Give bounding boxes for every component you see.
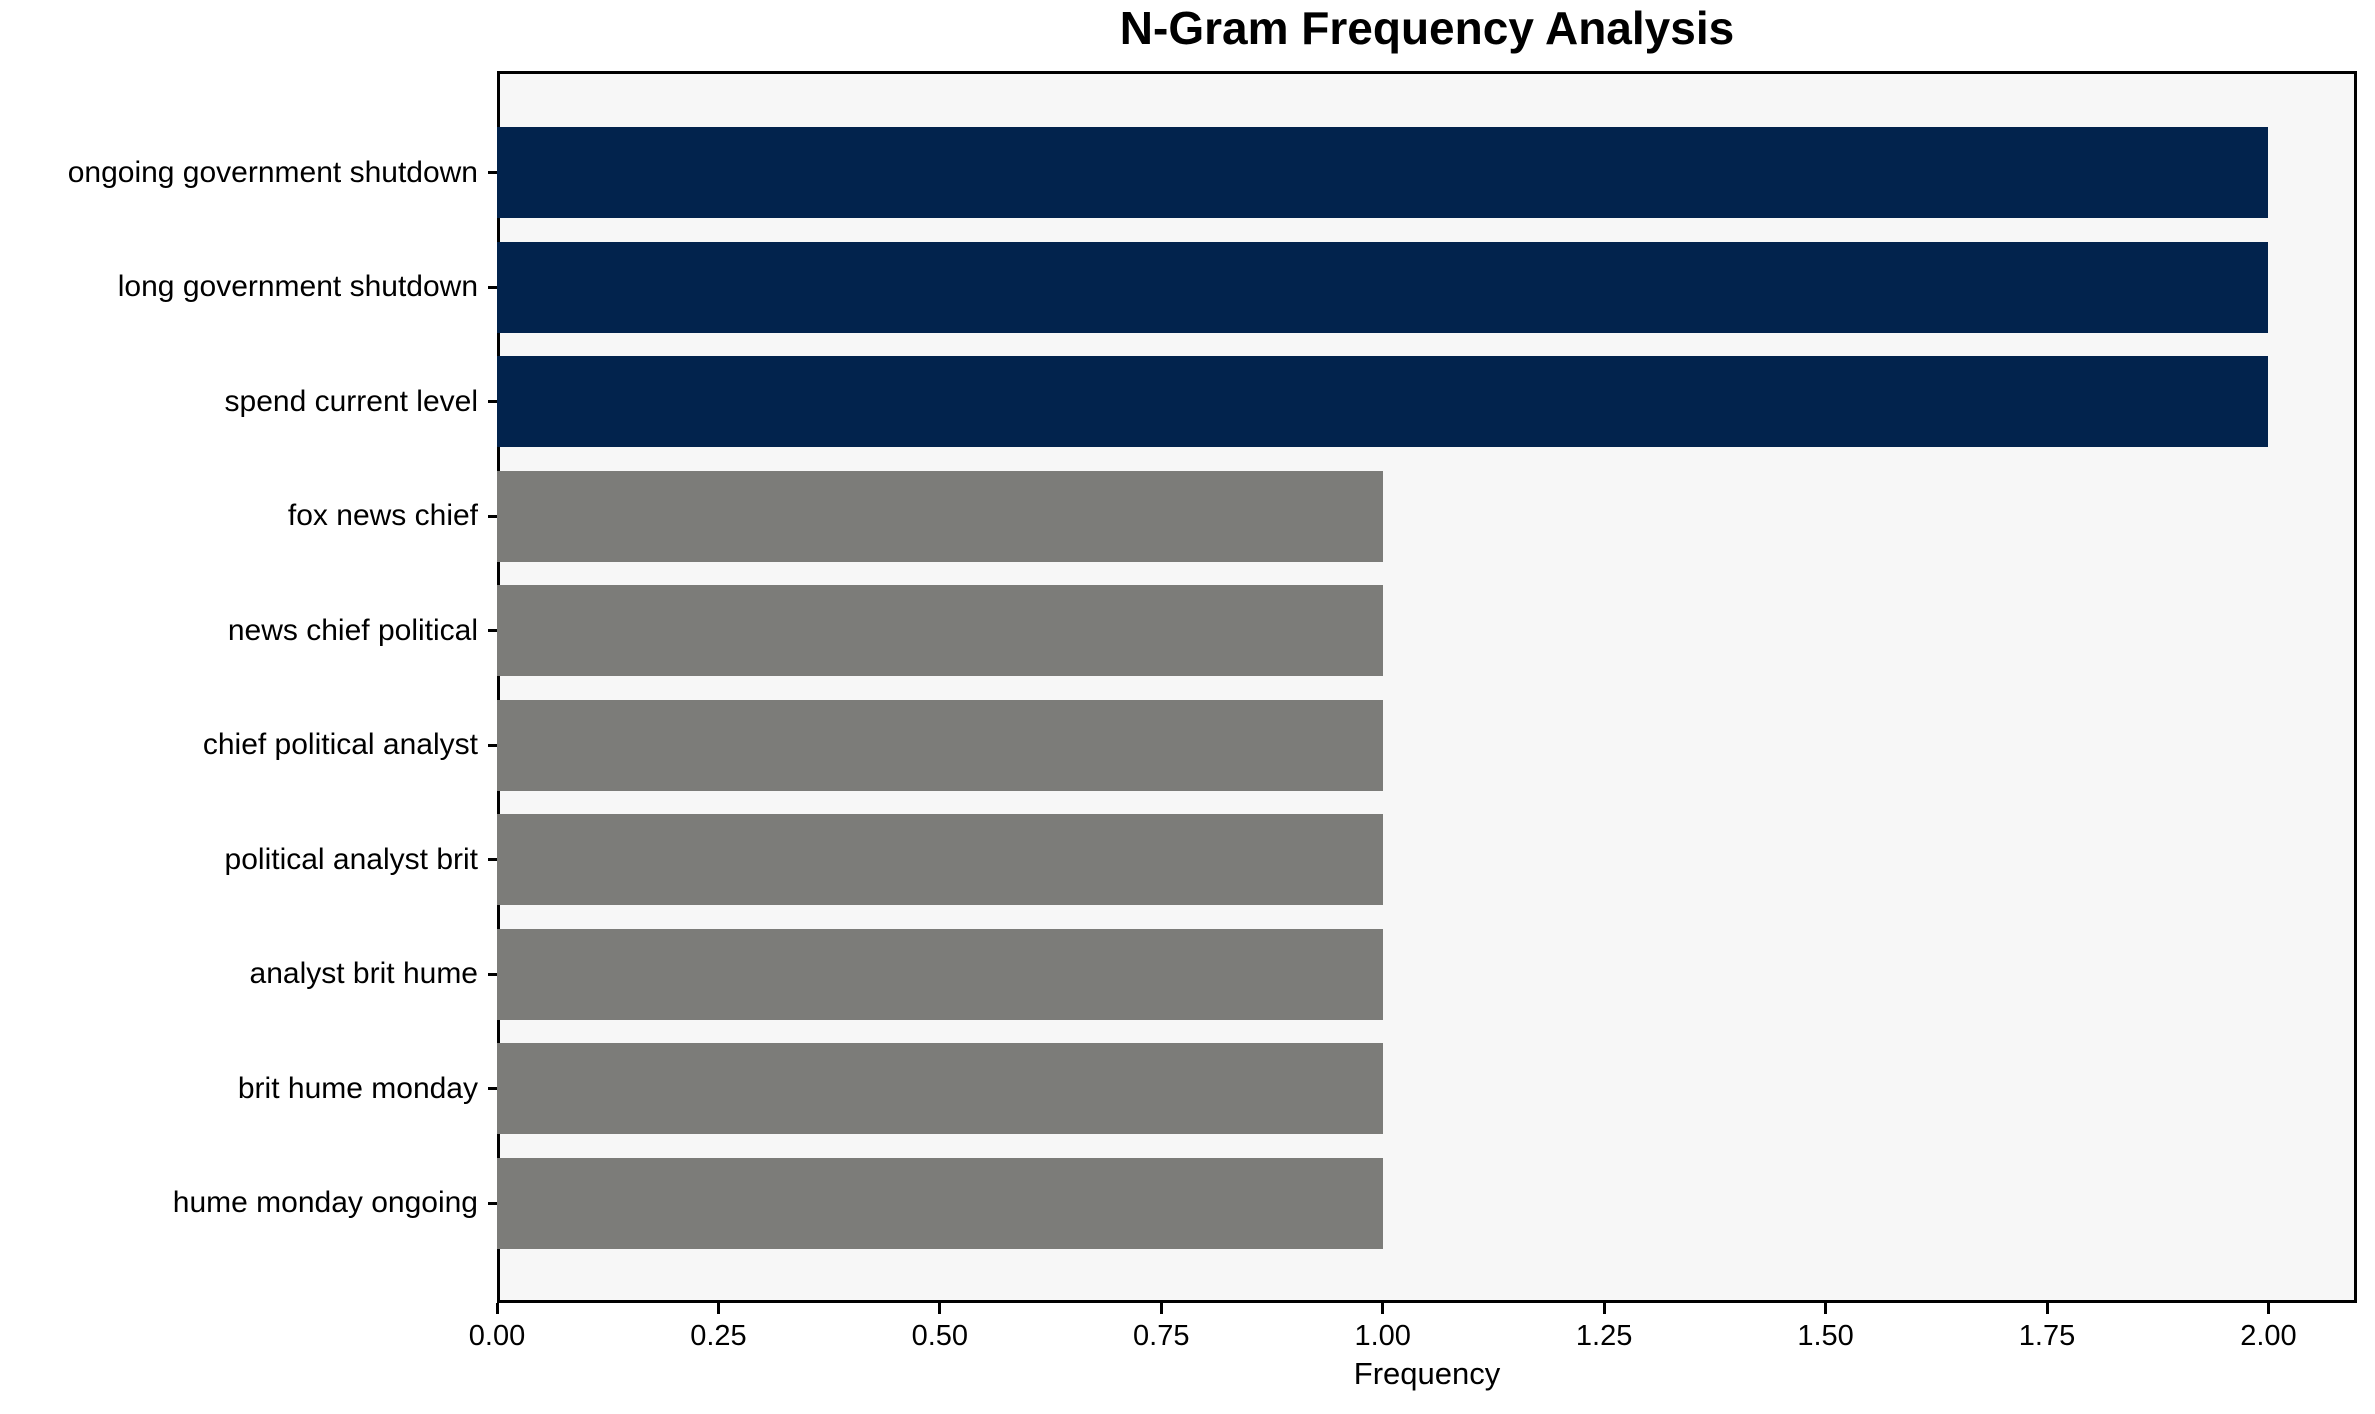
x-tick-mark — [2045, 1303, 2049, 1314]
y-tick-mark — [488, 858, 497, 861]
x-tick-mark — [938, 1303, 942, 1314]
bar — [497, 241, 2269, 333]
y-tick-mark — [488, 629, 497, 632]
bar — [497, 1043, 1383, 1134]
x-tick-mark — [1159, 1303, 1163, 1314]
x-tick-mark — [1824, 1303, 1828, 1314]
y-tick-mark — [488, 514, 497, 518]
x-tick-label: 1.75 — [2018, 1320, 2076, 1352]
y-tick-mark — [488, 1087, 497, 1090]
x-tick-label: 0.75 — [1133, 1320, 1190, 1352]
bar — [497, 1157, 1383, 1249]
x-tick-mark — [495, 1303, 499, 1314]
x-tick-mark — [716, 1303, 720, 1314]
y-tick-label: chief political analyst — [202, 728, 478, 761]
bar — [497, 127, 2269, 218]
y-tick-label: political analyst brit — [224, 842, 478, 876]
bar — [497, 928, 1383, 1020]
x-axis-label: Frequency — [1353, 1356, 1501, 1391]
y-tick-mark — [488, 171, 497, 174]
x-tick-mark — [1602, 1303, 1606, 1314]
bar — [497, 814, 1383, 905]
y-tick-mark — [488, 1201, 497, 1205]
bar — [497, 585, 1383, 676]
x-tick-label: 0.25 — [690, 1320, 747, 1352]
y-tick-mark — [488, 972, 497, 976]
chart-title: N-Gram Frequency Analysis — [1119, 2, 1735, 54]
y-tick-mark — [488, 400, 497, 403]
y-tick-label: brit hume monday — [237, 1071, 478, 1105]
x-tick-label: 1.50 — [1797, 1320, 1854, 1352]
x-tick-label: 1.00 — [1354, 1320, 1411, 1352]
x-tick-label: 0.50 — [911, 1320, 969, 1352]
x-tick-label: 2.00 — [2240, 1320, 2297, 1352]
y-tick-mark — [488, 743, 497, 747]
y-tick-label: ongoing government shutdown — [67, 155, 478, 189]
bar — [497, 356, 2269, 447]
y-tick-label: spend current level — [224, 384, 478, 418]
y-tick-label: long government shutdown — [117, 270, 478, 303]
x-tick-label: 1.25 — [1575, 1320, 1633, 1352]
y-tick-label: news chief political — [227, 613, 478, 647]
x-tick-label: 0.00 — [468, 1320, 526, 1352]
bar — [497, 470, 1383, 562]
y-tick-label: analyst brit hume — [249, 957, 478, 990]
x-tick-mark — [1381, 1303, 1385, 1314]
y-tick-label: hume monday ongoing — [172, 1186, 478, 1219]
x-tick-mark — [2266, 1303, 2270, 1314]
bar — [497, 699, 1383, 791]
y-tick-mark — [488, 285, 497, 289]
y-tick-label: fox news chief — [287, 499, 478, 532]
